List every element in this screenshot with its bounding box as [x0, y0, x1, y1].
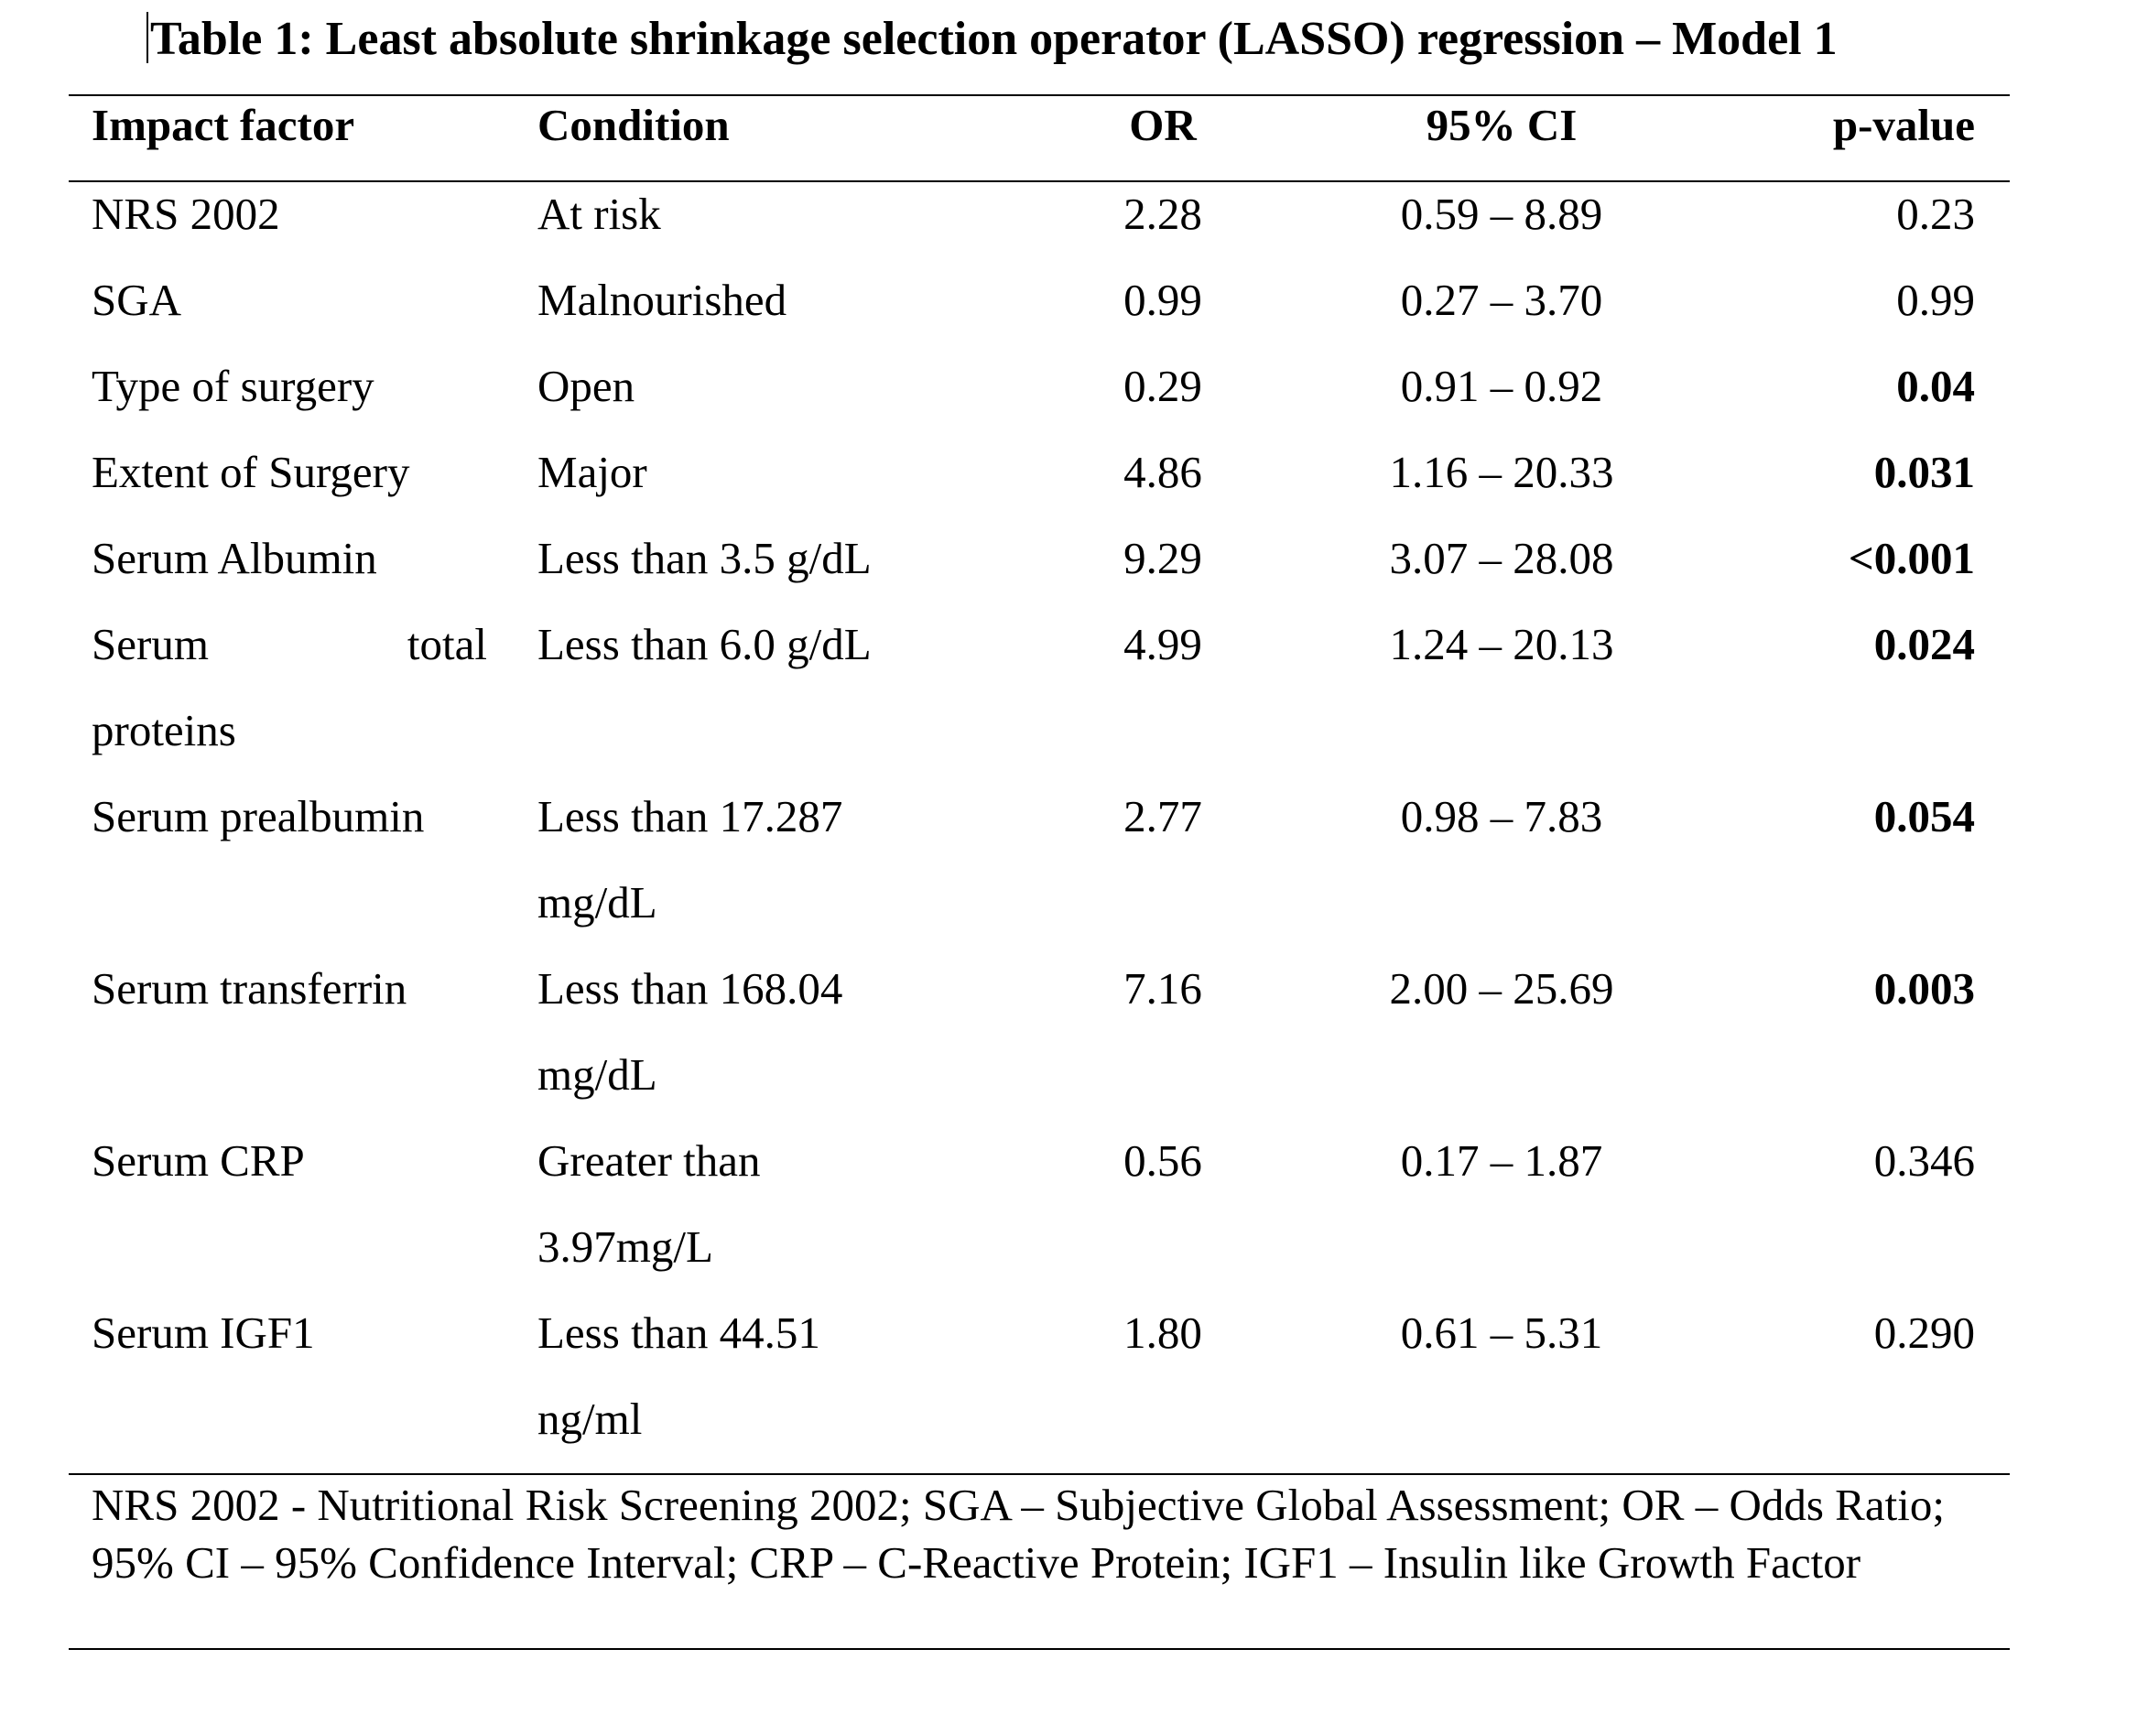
row-or: 1.80: [1123, 1307, 1202, 1358]
row-condition: Malnourished: [537, 275, 787, 325]
header-or: OR: [1129, 100, 1197, 150]
row-factor: Serum transferrin: [92, 963, 407, 1014]
header-condition: Condition: [537, 100, 730, 150]
row-factor: Serum CRP: [92, 1135, 305, 1186]
row-or: 0.56: [1123, 1135, 1202, 1186]
header-ci: 95% CI: [1426, 100, 1578, 150]
footnote-rule: [69, 1473, 2010, 1475]
row-condition: Open: [537, 361, 635, 411]
header-impact-factor: Impact factor: [92, 100, 355, 150]
row-factor: Type of surgery: [92, 361, 374, 411]
row-ci: 0.91 – 0.92: [1400, 361, 1603, 411]
table-footnote: NRS 2002 - Nutritional Risk Screening 20…: [92, 1480, 1945, 1588]
row-p-value: 0.23: [1896, 189, 1975, 239]
row-or: 4.86: [1123, 447, 1202, 497]
row-condition: Less than 3.5 g/dL: [537, 533, 872, 583]
header-p-value: p-value: [1832, 100, 1975, 150]
row-factor: SGA: [92, 275, 182, 325]
row-p-value: 0.024: [1873, 619, 1975, 669]
row-p-value: 0.290: [1873, 1307, 1975, 1358]
table-caption: Table 1: Least absolute shrinkage select…: [146, 7, 1838, 71]
header-rule: [69, 180, 2010, 182]
row-condition-continuation: ng/ml: [537, 1394, 643, 1444]
row-factor-word: Serum: [92, 619, 209, 669]
row-factor: Serum IGF1: [92, 1307, 315, 1358]
row-ci: 2.00 – 25.69: [1389, 963, 1614, 1014]
row-ci: 0.61 – 5.31: [1400, 1307, 1603, 1358]
row-ci: 0.98 – 7.83: [1400, 791, 1603, 841]
row-or: 2.28: [1123, 189, 1202, 239]
row-p-value: <0.001: [1848, 533, 1975, 583]
row-factor: NRS 2002: [92, 189, 280, 239]
row-or: 0.29: [1123, 361, 1202, 411]
row-factor: Extent of Surgery: [92, 447, 410, 497]
row-condition: Less than 168.04: [537, 963, 843, 1014]
row-condition: At risk: [537, 189, 661, 239]
row-ci: 1.16 – 20.33: [1389, 447, 1614, 497]
row-ci: 0.17 – 1.87: [1400, 1135, 1603, 1186]
row-or: 9.29: [1123, 533, 1202, 583]
bottom-rule: [69, 1648, 2010, 1650]
row-condition-continuation: 3.97mg/L: [537, 1221, 713, 1272]
row-ci: 0.59 – 8.89: [1400, 189, 1603, 239]
row-factor-word: total: [407, 619, 487, 669]
row-or: 2.77: [1123, 791, 1202, 841]
row-ci: 3.07 – 28.08: [1389, 533, 1614, 583]
row-factor: Serum total: [92, 615, 487, 674]
row-p-value: 0.346: [1873, 1135, 1975, 1186]
row-p-value: 0.031: [1873, 447, 1975, 497]
row-condition-continuation: mg/dL: [537, 877, 657, 928]
table-caption-text: Table 1: Least absolute shrinkage select…: [150, 13, 1838, 65]
row-p-value: 0.003: [1873, 963, 1975, 1014]
row-condition: Less than 6.0 g/dL: [537, 619, 872, 669]
row-p-value: 0.04: [1896, 361, 1975, 411]
row-factor: Serum Albumin: [92, 533, 377, 583]
row-condition: Major: [537, 447, 647, 497]
row-or: 7.16: [1123, 963, 1202, 1014]
row-p-value: 0.99: [1896, 275, 1975, 325]
row-factor: Serum prealbumin: [92, 791, 425, 841]
row-condition-continuation: mg/dL: [537, 1049, 657, 1100]
row-condition: Less than 17.287: [537, 791, 843, 841]
top-rule: [69, 94, 2010, 96]
row-p-value: 0.054: [1873, 791, 1975, 841]
row-condition: Less than 44.51: [537, 1307, 820, 1358]
row-or: 4.99: [1123, 619, 1202, 669]
row-or: 0.99: [1123, 275, 1202, 325]
row-condition: Greater than: [537, 1135, 761, 1186]
row-ci: 1.24 – 20.13: [1389, 619, 1614, 669]
row-factor-continuation: proteins: [92, 705, 236, 755]
text-cursor: [146, 12, 148, 63]
row-ci: 0.27 – 3.70: [1400, 275, 1603, 325]
